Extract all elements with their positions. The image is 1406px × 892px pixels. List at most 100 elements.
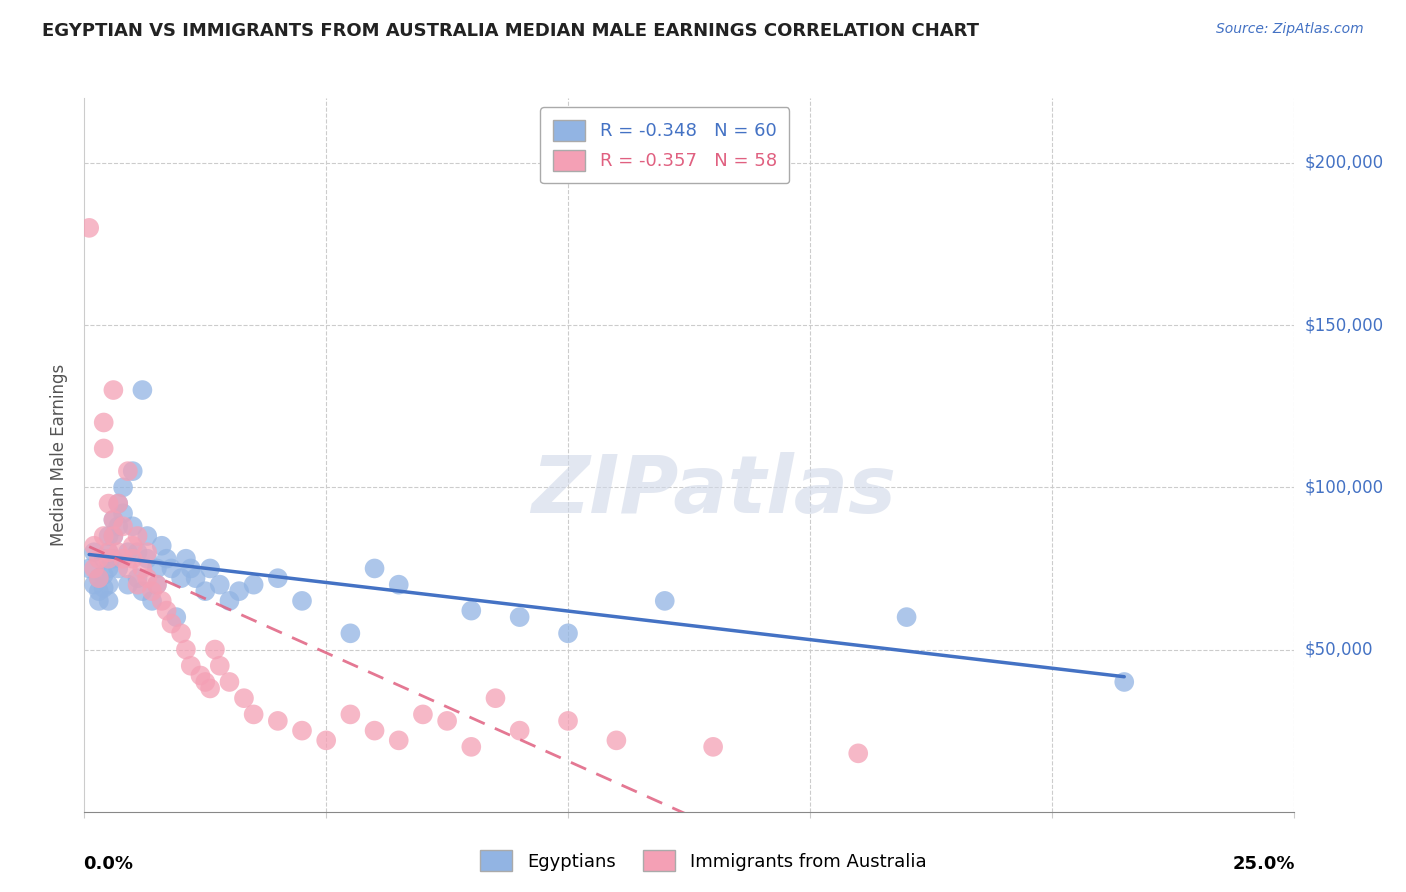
Point — [242, 577, 264, 591]
Text: $150,000: $150,000 — [1305, 316, 1384, 334]
Point — [83, 577, 105, 591]
Point — [242, 707, 264, 722]
Point — [97, 529, 120, 543]
Point — [87, 551, 110, 566]
Point — [93, 568, 115, 582]
Point — [131, 584, 153, 599]
Point — [83, 539, 105, 553]
Point — [107, 545, 129, 559]
Point — [155, 551, 177, 566]
Text: ZIPatlas: ZIPatlas — [530, 451, 896, 530]
Point — [117, 545, 139, 559]
Point — [896, 610, 918, 624]
Legend: Egyptians, Immigrants from Australia: Egyptians, Immigrants from Australia — [472, 843, 934, 879]
Text: 0.0%: 0.0% — [83, 855, 134, 872]
Point — [112, 506, 135, 520]
Point — [150, 594, 173, 608]
Point — [117, 561, 139, 575]
Point — [184, 571, 207, 585]
Point — [117, 577, 139, 591]
Point — [208, 658, 231, 673]
Point — [460, 604, 482, 618]
Point — [363, 561, 385, 575]
Point — [190, 668, 212, 682]
Point — [93, 581, 115, 595]
Point — [339, 626, 361, 640]
Point — [291, 723, 314, 738]
Point — [315, 733, 337, 747]
Point — [77, 561, 100, 575]
Point — [141, 594, 163, 608]
Point — [97, 545, 120, 559]
Point — [93, 551, 115, 566]
Point — [509, 723, 531, 738]
Point — [121, 464, 143, 478]
Point — [146, 561, 169, 575]
Point — [97, 594, 120, 608]
Point — [103, 513, 125, 527]
Point — [208, 577, 231, 591]
Point — [121, 519, 143, 533]
Point — [170, 571, 193, 585]
Point — [87, 584, 110, 599]
Point — [87, 594, 110, 608]
Point — [174, 642, 197, 657]
Point — [146, 577, 169, 591]
Point — [436, 714, 458, 728]
Point — [388, 577, 411, 591]
Point — [557, 626, 579, 640]
Point — [194, 584, 217, 599]
Point — [103, 529, 125, 543]
Point — [146, 577, 169, 591]
Point — [127, 571, 149, 585]
Point — [150, 539, 173, 553]
Y-axis label: Median Male Earnings: Median Male Earnings — [51, 364, 69, 546]
Point — [87, 571, 110, 585]
Point — [160, 561, 183, 575]
Point — [204, 642, 226, 657]
Point — [131, 383, 153, 397]
Point — [103, 529, 125, 543]
Point — [218, 675, 240, 690]
Point — [267, 571, 290, 585]
Point — [103, 383, 125, 397]
Point — [97, 577, 120, 591]
Point — [117, 464, 139, 478]
Point — [93, 529, 115, 543]
Point — [83, 545, 105, 559]
Point — [218, 594, 240, 608]
Point — [112, 519, 135, 533]
Text: $100,000: $100,000 — [1305, 478, 1384, 496]
Point — [291, 594, 314, 608]
Point — [112, 480, 135, 494]
Point — [654, 594, 676, 608]
Point — [170, 626, 193, 640]
Point — [103, 513, 125, 527]
Point — [194, 675, 217, 690]
Point — [93, 416, 115, 430]
Point — [97, 545, 120, 559]
Legend: R = -0.348   N = 60, R = -0.357   N = 58: R = -0.348 N = 60, R = -0.357 N = 58 — [540, 107, 789, 183]
Point — [103, 551, 125, 566]
Text: 25.0%: 25.0% — [1232, 855, 1295, 872]
Point — [267, 714, 290, 728]
Point — [339, 707, 361, 722]
Point — [136, 529, 159, 543]
Point — [97, 561, 120, 575]
Point — [93, 442, 115, 456]
Point — [180, 561, 202, 575]
Text: EGYPTIAN VS IMMIGRANTS FROM AUSTRALIA MEDIAN MALE EARNINGS CORRELATION CHART: EGYPTIAN VS IMMIGRANTS FROM AUSTRALIA ME… — [42, 22, 979, 40]
Point — [228, 584, 250, 599]
Point — [412, 707, 434, 722]
Point — [127, 545, 149, 559]
Point — [557, 714, 579, 728]
Point — [1114, 675, 1136, 690]
Point — [107, 497, 129, 511]
Point — [121, 539, 143, 553]
Point — [846, 747, 869, 761]
Point — [141, 584, 163, 599]
Point — [460, 739, 482, 754]
Point — [198, 561, 221, 575]
Point — [484, 691, 506, 706]
Point — [97, 551, 120, 566]
